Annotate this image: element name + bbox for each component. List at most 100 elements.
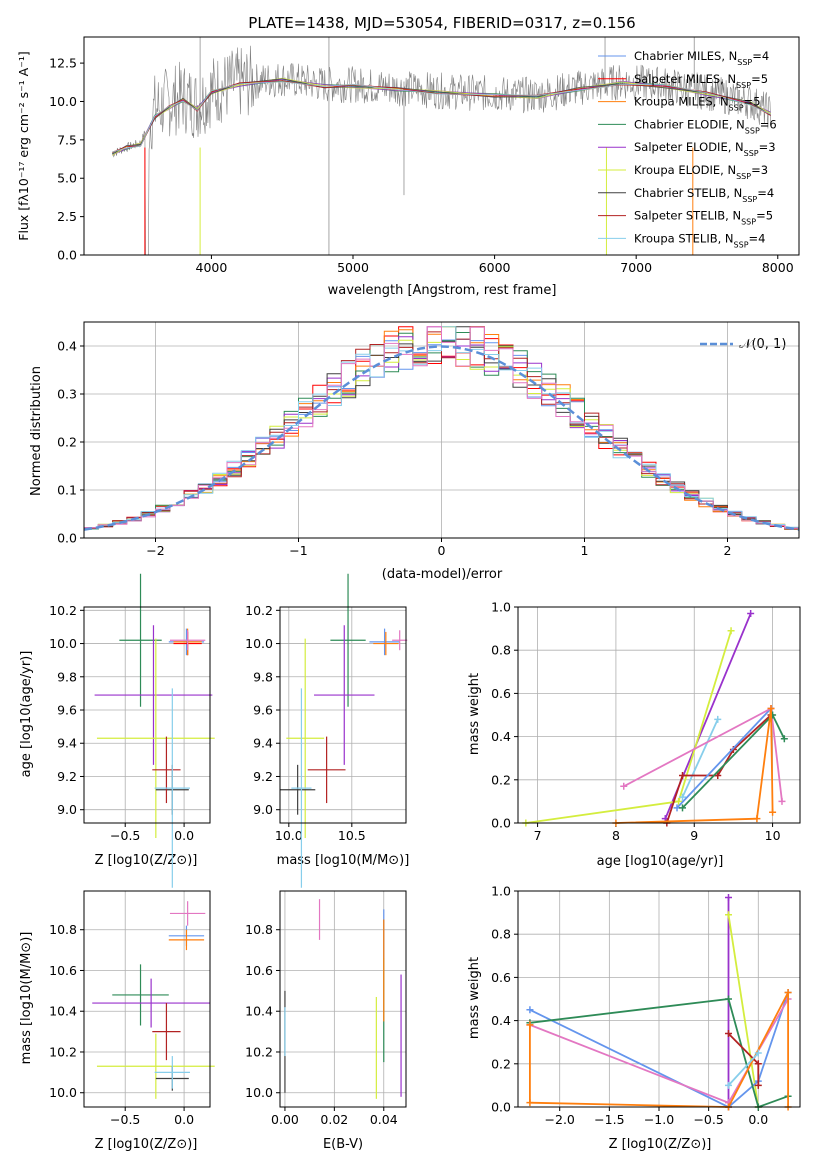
spectrum-panel: PLATE=1438, MJD=53054, FIBERID=0317, z=0… — [16, 14, 800, 298]
x-tick-label: 4000 — [196, 260, 228, 275]
plus-marker — [675, 797, 683, 805]
y-tick-label: 1.0 — [491, 884, 511, 899]
y-tick-label: 10.2 — [245, 603, 273, 618]
x-tick-label: −1.0 — [644, 1112, 674, 1127]
y-tick-label: 0.1 — [57, 483, 77, 498]
y-tick-label: 10.2 — [49, 1044, 77, 1059]
x-tick-label: −1 — [289, 543, 307, 558]
plus-marker — [754, 1060, 762, 1068]
y-tick-label: 9.2 — [253, 769, 273, 784]
y-tick-label: 0.6 — [491, 686, 511, 701]
y-tick-label: 9.6 — [57, 703, 77, 718]
y-tick-label: 7.5 — [57, 132, 77, 147]
plus-marker — [778, 797, 786, 805]
y-tick-label: 10.8 — [245, 922, 273, 937]
y-tick-label: 1.0 — [491, 600, 511, 615]
p6-ylabel: mass [log10(M/M⊙)] — [19, 932, 34, 1065]
plus-marker — [780, 735, 788, 743]
plus-marker — [714, 771, 722, 779]
legend-entry: Chabrier STELIB, NSSP=4 — [634, 186, 774, 204]
p5-xlabel: age [log10(age/yr)] — [597, 854, 724, 869]
model-line — [112, 81, 771, 153]
plus-marker — [526, 1021, 534, 1029]
x-tick-label: 2 — [724, 543, 732, 558]
y-tick-label: 0.4 — [491, 1013, 511, 1028]
y-tick-label: 9.0 — [57, 802, 77, 817]
x-tick-label: 0 — [438, 543, 446, 558]
y-tick-label: 0.2 — [491, 772, 511, 787]
p3-xlabel: Z [log10(Z/Z⊙)] — [95, 853, 198, 868]
y-tick-label: 10.4 — [49, 1004, 77, 1019]
series-line — [727, 1052, 759, 1087]
residual-histogram-panel: (data-model)/error Normed distribution 𝒩… — [29, 321, 800, 582]
series-line — [529, 998, 789, 1109]
age-vs-mass-panel: mass [log10(M/M⊙)] 10.0 10.5 9.0 9.2 9.4 9.6 9… — [245, 573, 409, 888]
spectrum-data-line — [112, 45, 771, 256]
axes-frame — [83, 890, 211, 1108]
y-tick-label: 10.2 — [49, 603, 77, 618]
y-tick-label: 10.0 — [49, 636, 77, 651]
axes-frame — [517, 606, 801, 824]
y-tick-label: 9.2 — [57, 769, 77, 784]
y-tick-label: 0.0 — [491, 1100, 511, 1115]
y-tick-label: 0.3 — [57, 387, 77, 402]
x-tick-label: 10.5 — [338, 828, 366, 843]
x-tick-label: 8000 — [762, 260, 794, 275]
y-tick-label: 0.8 — [491, 927, 511, 942]
series-line — [525, 630, 732, 824]
legend-entry: Kroupa MILES, NSSP=5 — [634, 95, 760, 113]
hist-ylabel: Normed distribution — [29, 366, 44, 496]
x-tick-label: 1 — [581, 543, 589, 558]
y-tick-label: 0.0 — [491, 816, 511, 831]
y-tick-label: 9.8 — [253, 669, 273, 684]
y-tick-label: 0.6 — [491, 970, 511, 985]
y-tick-label: 10.0 — [245, 636, 273, 651]
y-tick-label: 10.2 — [245, 1044, 273, 1059]
plus-marker — [754, 1049, 762, 1057]
y-tick-label: 9.8 — [57, 669, 77, 684]
y-tick-label: 9.0 — [253, 802, 273, 817]
y-tick-label: 10.8 — [49, 922, 77, 937]
x-tick-label: 0.00 — [271, 1112, 299, 1127]
mass-weight-vs-metallicity-panel: Z [log10(Z/Z⊙)] mass weight −2.0 −1.5 −1.0… — [467, 884, 801, 1152]
mass-vs-metallicity-panel: Z [log10(Z/Z⊙)] mass [log10(M/M⊙)] −0.5 0… — [19, 890, 215, 1152]
x-tick-label: 0.02 — [320, 1112, 348, 1127]
mass-weight-vs-age-panel: age [log10(age/yr)] mass weight 7 8 9 10 0.0… — [467, 600, 801, 869]
histogram-step — [84, 326, 799, 529]
plus-marker — [767, 705, 775, 713]
plus-marker — [725, 911, 733, 919]
series-line — [676, 707, 772, 809]
plus-marker — [679, 771, 686, 779]
plus-marker — [679, 793, 686, 801]
y-tick-label: 10.0 — [245, 1085, 273, 1100]
spectrum-ylabel: Flux [fλ10⁻¹⁷ erg cm⁻² s⁻¹ A⁻¹] — [16, 51, 31, 240]
x-tick-label: 7 — [534, 828, 542, 843]
x-tick-label: 0.0 — [174, 828, 194, 843]
plus-marker — [747, 609, 755, 617]
legend-entry: Salpeter MILES, NSSP=5 — [634, 72, 768, 90]
y-tick-label: 0.0 — [57, 531, 77, 546]
p6-xlabel: Z [log10(Z/Z⊙)] — [95, 1137, 198, 1152]
axes-frame — [279, 890, 407, 1108]
x-tick-label: −0.5 — [110, 828, 140, 843]
axes-frame — [279, 606, 407, 824]
series-line — [727, 914, 760, 1108]
spectrum-xlabel: wavelength [Angstrom, rest frame] — [328, 283, 557, 298]
legend-entry: Kroupa ELODIE, NSSP=3 — [634, 163, 768, 181]
axes-frame — [517, 890, 801, 1108]
y-tick-label: 12.5 — [49, 56, 77, 71]
x-tick-label: −1.5 — [594, 1112, 624, 1127]
plus-marker — [679, 804, 686, 812]
y-tick-label: 10.4 — [245, 1004, 273, 1019]
plus-marker — [725, 995, 733, 1003]
x-tick-label: 9 — [690, 828, 698, 843]
y-tick-label: 0.2 — [491, 1056, 511, 1071]
plus-marker — [725, 1081, 733, 1089]
x-tick-label: 0.0 — [174, 1112, 194, 1127]
legend-entry: Salpeter STELIB, NSSP=5 — [634, 209, 773, 227]
plus-marker — [526, 1099, 534, 1107]
y-tick-label: 5.0 — [57, 171, 77, 186]
series-line — [529, 992, 789, 1109]
y-tick-label: 10.6 — [245, 963, 273, 978]
